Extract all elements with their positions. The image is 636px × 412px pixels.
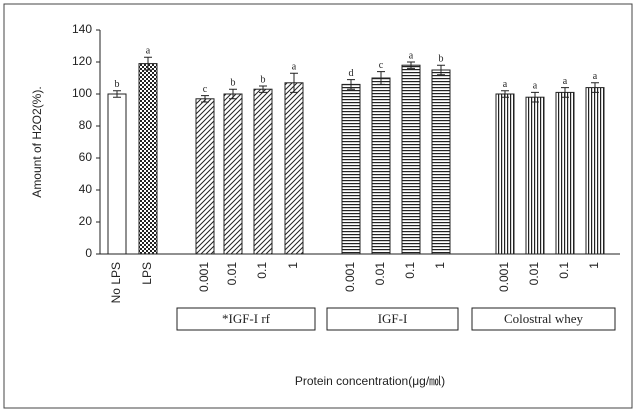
x-tick-label: LPS [140, 262, 154, 285]
error-bar [290, 72, 298, 93]
x-tick-label: 1 [587, 262, 601, 269]
x-tick-label: 0.1 [557, 262, 571, 279]
group-label: IGF-I [378, 311, 408, 326]
x-tick-label: 0.001 [197, 262, 211, 292]
x-tick-label: 0.1 [255, 262, 269, 279]
group-box [176, 307, 316, 331]
error-bar [501, 90, 509, 98]
y-tick-label: 60 [79, 150, 93, 164]
error-bar [144, 56, 152, 71]
annotation: b [261, 74, 266, 85]
group-box [326, 307, 459, 331]
group-label: *IGF-I rf [222, 311, 271, 326]
bar [431, 69, 451, 255]
annotation: c [203, 84, 208, 95]
bar [223, 93, 243, 255]
y-tick-label: 40 [79, 182, 93, 196]
annotation: a [409, 50, 414, 61]
x-tick-label: 0.001 [343, 262, 357, 292]
bar [253, 88, 273, 255]
x-tick-label: 0.01 [373, 262, 387, 286]
error-bar [113, 90, 121, 98]
x-tick-label: 0.1 [403, 262, 417, 279]
bar [138, 63, 158, 255]
x-tick-label: No LPS [109, 262, 123, 303]
bar [495, 93, 515, 255]
x-tick-label: 0.01 [527, 262, 541, 286]
x-tick-label: 0.001 [497, 262, 511, 292]
bar [371, 77, 391, 255]
bar [525, 96, 545, 255]
annotation: b [115, 79, 120, 90]
error-bar [591, 82, 599, 93]
y-axis-label: Amount of H2O2(%). [30, 86, 44, 197]
annotation: a [146, 45, 151, 56]
error-bar [347, 79, 355, 90]
bar [284, 82, 304, 255]
y-tick-label: 140 [72, 22, 92, 36]
annotation: d [349, 68, 354, 79]
y-tick-label: 20 [79, 214, 93, 228]
y-tick-label: 120 [72, 54, 92, 68]
x-axis-label: Protein concentration(μg/㏖) [295, 374, 445, 388]
x-tick-label: 1 [433, 262, 447, 269]
error-bar [437, 64, 445, 76]
annotation: a [593, 71, 598, 82]
error-bar [531, 91, 539, 103]
annotation: b [439, 53, 444, 64]
bar [107, 93, 127, 255]
frame [3, 3, 633, 409]
error-bar [377, 71, 385, 85]
annotation: a [503, 79, 508, 90]
error-bar [259, 85, 267, 93]
x-tick-label: 1 [286, 262, 300, 269]
group-box [471, 307, 616, 331]
x-tick-label: 0.01 [225, 262, 239, 286]
annotation: a [292, 61, 297, 72]
error-bar [201, 95, 209, 103]
error-bar [407, 61, 415, 69]
bar [401, 64, 421, 255]
error-bar [561, 87, 569, 98]
annotation: a [563, 76, 568, 87]
y-tick-label: 80 [79, 118, 93, 132]
annotation: a [533, 81, 538, 92]
bar [585, 87, 605, 255]
bar [195, 98, 215, 255]
bar [341, 83, 361, 255]
annotation: b [231, 77, 236, 88]
bar [555, 91, 575, 255]
annotation: c [379, 60, 384, 71]
group-label: Colostral whey [504, 311, 584, 326]
y-tick-label: 0 [85, 246, 92, 260]
error-bar [229, 88, 237, 100]
y-tick-label: 100 [72, 86, 92, 100]
